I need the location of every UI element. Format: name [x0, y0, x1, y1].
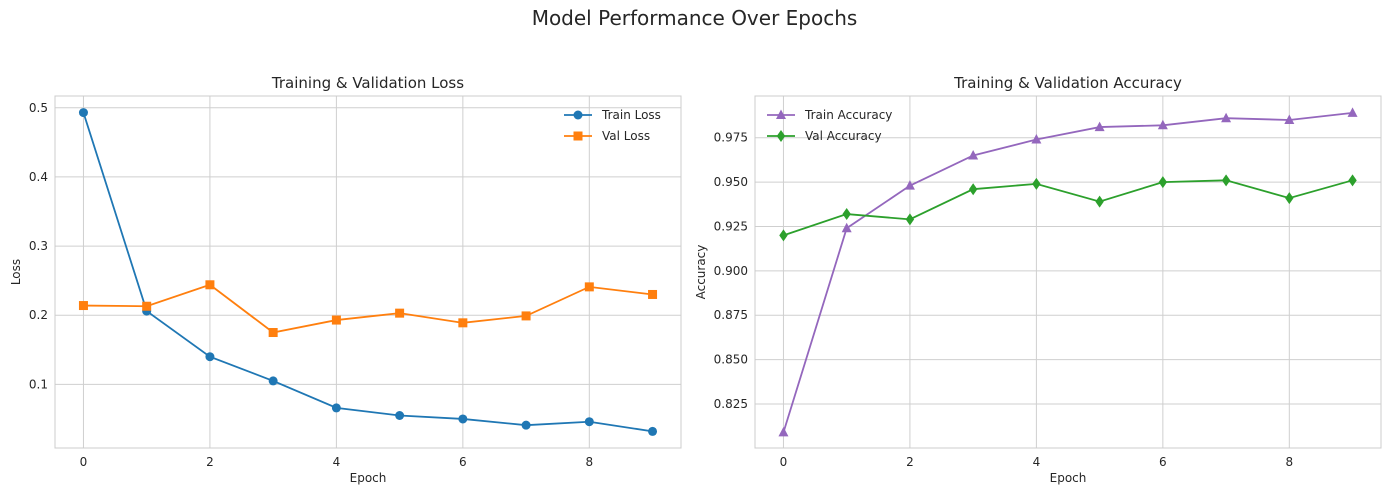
y-tick-label: 0.850 — [714, 353, 748, 367]
legend-marker — [776, 130, 786, 142]
x-tick-label: 0 — [80, 455, 88, 469]
y-tick-label: 0.875 — [714, 308, 748, 322]
legend: Train Loss Val Loss — [564, 108, 661, 143]
series-line-2 — [783, 179, 1353, 237]
y-tick-label: 0.5 — [29, 101, 48, 115]
data-point — [1031, 133, 1042, 144]
data-point — [1284, 114, 1295, 124]
chart-panel-2: 0 2 4 6 8 0.825 0.850 0.875 0.900 0.925 0.950 0.975… — [694, 74, 1382, 485]
data-point — [458, 318, 468, 328]
data-point — [968, 183, 978, 196]
data-point — [268, 328, 278, 338]
y-tick-label: 0.925 — [714, 219, 748, 233]
data-point — [1094, 121, 1105, 132]
y-axis-label: Loss — [9, 259, 23, 285]
data-point — [142, 301, 152, 311]
legend-label: Train Accuracy — [804, 108, 892, 122]
legend-marker — [776, 109, 786, 119]
x-tick-label: 0 — [780, 455, 788, 469]
chart-title: Training & Validation Loss — [271, 74, 464, 92]
data-point — [205, 352, 215, 362]
x-tick-label: 2 — [906, 455, 914, 469]
x-axis-label: Epoch — [350, 471, 387, 485]
data-point — [778, 426, 789, 437]
data-point — [1285, 192, 1294, 205]
legend-marker — [573, 131, 583, 141]
data-point — [1347, 107, 1358, 117]
x-tick-label: 8 — [585, 455, 593, 469]
data-point — [331, 315, 341, 325]
data-point — [648, 426, 658, 436]
legend: Train Accuracy Val Accuracy — [767, 108, 892, 143]
legend-label: Val Accuracy — [805, 129, 882, 143]
data-point — [521, 420, 531, 430]
x-tick-label: 2 — [206, 455, 214, 469]
x-tick-label: 6 — [1159, 455, 1167, 469]
legend-label: Train Loss — [601, 108, 661, 122]
y-tick-label: 0.2 — [29, 308, 48, 322]
series-line-1 — [782, 111, 1353, 433]
data-point — [1221, 112, 1232, 123]
data-point — [584, 282, 594, 292]
chart-title: Training & Validation Accuracy — [953, 74, 1182, 92]
series-line-2 — [83, 283, 653, 334]
data-point — [584, 417, 594, 427]
data-point — [842, 208, 851, 221]
data-point — [1157, 119, 1168, 130]
data-point — [904, 180, 915, 190]
y-tick-label: 0.975 — [714, 131, 748, 145]
data-point — [78, 301, 88, 311]
plot-frame — [754, 95, 1382, 449]
data-point — [1348, 174, 1357, 187]
legend-label: Val Loss — [602, 129, 650, 143]
data-point — [905, 213, 915, 226]
data-point — [968, 149, 979, 160]
plot-frame — [54, 95, 682, 449]
y-tick-label: 0.825 — [714, 397, 748, 411]
figure-title: Model Performance Over Epochs — [531, 6, 858, 30]
y-axis-label: Accuracy — [694, 245, 708, 300]
data-point — [78, 108, 88, 118]
data-point — [648, 289, 658, 299]
x-tick-label: 8 — [1285, 455, 1293, 469]
data-point — [1032, 177, 1041, 190]
legend-marker — [573, 110, 583, 120]
data-point — [458, 414, 468, 424]
data-point — [841, 222, 852, 233]
data-point — [1221, 174, 1231, 187]
x-axis-label: Epoch — [1050, 471, 1087, 485]
y-tick-label: 0.4 — [29, 170, 48, 184]
data-point — [1095, 195, 1104, 208]
x-tick-label: 6 — [459, 455, 467, 469]
x-tick-label: 4 — [333, 455, 341, 469]
data-point — [331, 403, 341, 413]
data-point — [1158, 176, 1168, 189]
data-point — [521, 311, 531, 321]
data-point — [205, 280, 215, 290]
chart-panel-1: 0 2 4 6 8 0.1 0.2 0.3 0.4 0.5 Training & Validatio… — [9, 74, 682, 485]
series-line-1 — [82, 112, 653, 433]
data-point — [779, 229, 788, 242]
data-point — [268, 376, 278, 386]
data-point — [395, 308, 405, 318]
y-tick-label: 0.1 — [29, 377, 48, 391]
data-point — [395, 410, 405, 420]
y-tick-label: 0.900 — [714, 264, 748, 278]
y-tick-label: 0.3 — [29, 239, 48, 253]
y-tick-label: 0.950 — [714, 175, 748, 189]
x-tick-label: 4 — [1033, 455, 1041, 469]
